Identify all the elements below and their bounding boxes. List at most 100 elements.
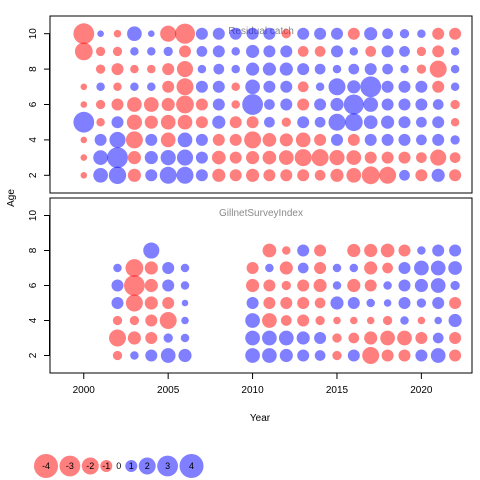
bubble-point: [213, 63, 225, 75]
bubble-point: [364, 63, 377, 76]
bubble-point: [246, 262, 259, 274]
bubble-point: [160, 25, 177, 42]
bubble-point: [381, 98, 394, 111]
legend-bubble: [138, 457, 156, 475]
bubble-point: [432, 80, 445, 93]
bubble-point: [280, 45, 293, 58]
x-tick-label: 2015: [326, 385, 349, 396]
bubble-point: [262, 330, 277, 346]
legend-bubble: [59, 455, 81, 477]
bubble-point: [346, 150, 362, 165]
bubble-point: [315, 82, 325, 92]
bubble-point: [449, 27, 462, 40]
legend-label: -2: [86, 461, 94, 471]
legend-label: 1: [129, 461, 134, 471]
bubble-point: [314, 262, 327, 274]
bubble-point: [125, 294, 143, 312]
bubble-point: [381, 151, 394, 164]
bubble-point: [195, 116, 208, 129]
bubble-point: [262, 62, 276, 76]
bubble-point: [347, 27, 360, 40]
bubble-point: [364, 133, 377, 146]
bubble-point: [314, 133, 327, 146]
y-tick-label: 10: [28, 210, 39, 222]
legend-bubble: [157, 455, 178, 477]
bubble-point: [145, 314, 158, 327]
bubble-point: [382, 315, 393, 326]
bubble-point: [347, 349, 360, 362]
bubble-point: [314, 297, 326, 309]
bubble-point: [380, 330, 395, 346]
bubble-point: [280, 297, 293, 309]
bubble-point: [449, 244, 462, 257]
legend-bubble: [100, 460, 113, 472]
bubble-point: [361, 166, 380, 185]
bubble-point: [297, 262, 309, 274]
bubble-point: [297, 297, 310, 309]
bubble-point: [347, 133, 360, 146]
bubble-point: [159, 312, 177, 329]
bubble-point: [113, 82, 122, 92]
legend-label: -3: [66, 461, 74, 471]
bubble-point: [364, 261, 378, 275]
y-tick-label: 10: [28, 28, 39, 40]
bubble-point: [111, 63, 124, 76]
bubble-point: [294, 149, 312, 167]
bubble-point: [96, 82, 105, 92]
bubble-point: [229, 133, 242, 146]
bubble-point: [212, 27, 225, 40]
bubble-point: [364, 331, 378, 345]
bubble-point: [448, 261, 462, 275]
bubble-point: [314, 46, 326, 57]
bubble-point: [429, 60, 447, 78]
bubble-point: [145, 133, 158, 146]
y-tick-label: 6: [28, 282, 39, 288]
bubble-point: [313, 278, 327, 293]
bubble-point: [449, 169, 462, 182]
bubble-point: [415, 332, 428, 344]
bubble-point: [332, 263, 342, 273]
bubble-point: [450, 64, 460, 74]
bubble-point: [398, 133, 411, 146]
bubble-point: [129, 315, 140, 326]
bubble-point: [211, 150, 226, 165]
bubble-point: [212, 45, 225, 58]
chart-legend: -4 -3 -2 -1 0 1 2 3 4: [34, 454, 204, 478]
y-tick-label: 8: [28, 66, 39, 72]
bubble-point: [246, 62, 260, 76]
panel-2: GillnetSurveyIndex: [49, 197, 473, 374]
bubble-point: [130, 64, 139, 74]
bubble-point: [127, 151, 141, 165]
y-axis-2: 2 4 6 8 10: [28, 210, 50, 358]
bubble-point: [346, 167, 362, 183]
bubble-point: [280, 98, 293, 111]
bubble-point: [297, 244, 310, 257]
bubble-point: [263, 45, 276, 58]
bubble-point: [262, 243, 277, 258]
bubble-point: [379, 166, 397, 184]
bubble-point: [262, 133, 277, 147]
bubble-point: [231, 82, 240, 92]
bubble-point: [231, 100, 240, 109]
bubble-point: [329, 150, 345, 166]
bubble-point: [212, 133, 225, 146]
bubble-point: [278, 330, 294, 346]
bubble-point: [162, 80, 175, 93]
bubble-point: [80, 136, 88, 144]
bubble-point: [279, 261, 293, 275]
bubble-point: [297, 349, 310, 362]
bubble-point: [350, 316, 358, 325]
bubble-point: [80, 101, 88, 108]
bubble-point: [112, 350, 123, 361]
bubble-point: [431, 168, 445, 182]
y-tick-label: 6: [28, 101, 39, 107]
bubble-point: [381, 133, 394, 146]
bubble-point: [176, 95, 194, 114]
bubble-point: [231, 64, 240, 74]
y-axis-label: Age: [6, 189, 17, 207]
bubble-point: [347, 297, 360, 309]
bubble-point: [381, 115, 395, 129]
bubble-point: [348, 332, 360, 344]
bubble-point: [415, 169, 428, 182]
bubble-series: [73, 23, 462, 185]
